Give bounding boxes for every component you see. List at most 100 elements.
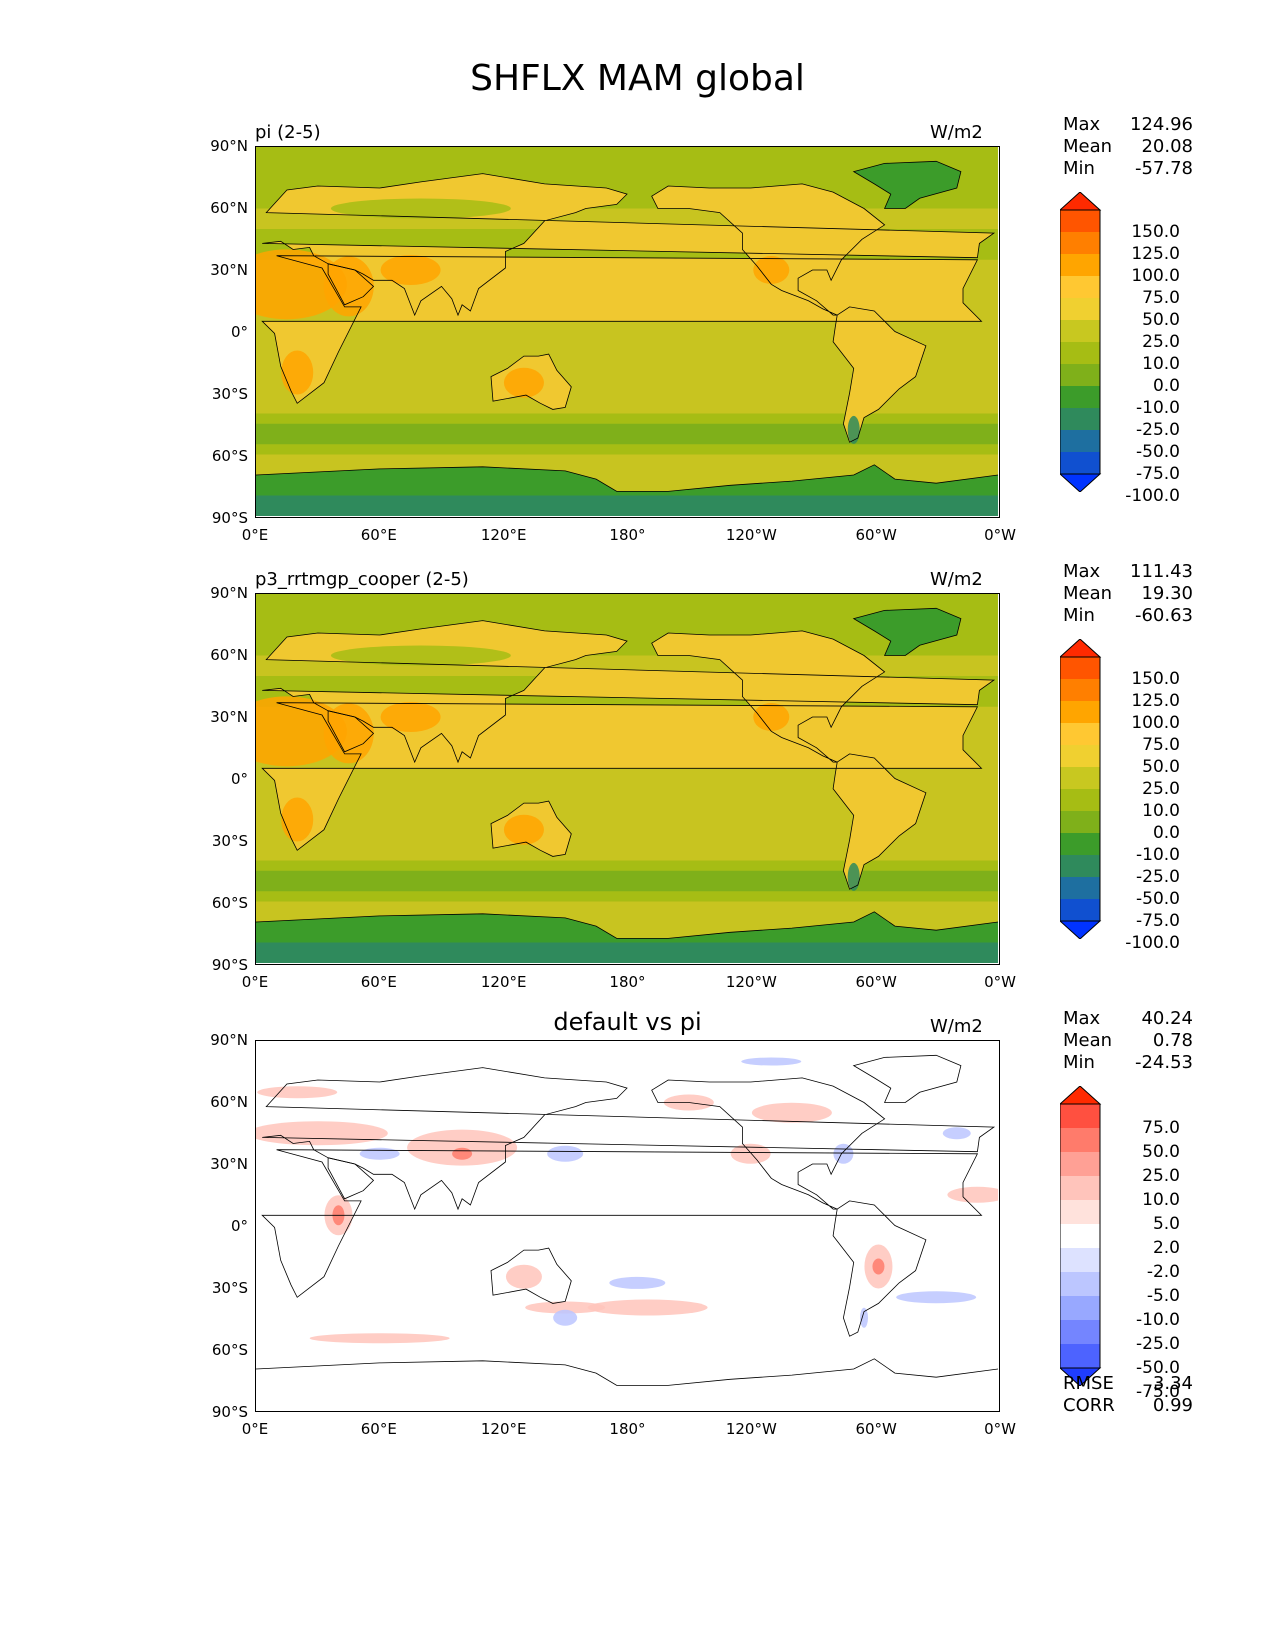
coastline-australia (490, 353, 572, 410)
map-panel-difference: default vs pi W/m2 Max 40.24 Mean 0.78 Min… (0, 1008, 1275, 1486)
lon-tick-label: 60°E (360, 973, 397, 991)
colorbar-tick-label: 10.0 (1142, 801, 1180, 821)
siberia-band (330, 645, 511, 666)
colorbar-segment (1060, 899, 1100, 922)
colorbar-tick-label: 50.0 (1142, 310, 1180, 330)
negative-anomaly-7 (553, 1309, 578, 1326)
lat-tick-label: 60°S (211, 894, 248, 912)
map-svg (256, 1041, 999, 1410)
lat-tick-label: 30°S (211, 1279, 248, 1297)
stats-box: Max 40.24 Mean 0.78 Min -24.53 (1063, 1008, 1193, 1074)
coastline-antarctica (256, 1358, 999, 1386)
colorbar-segment (1060, 679, 1100, 702)
map-plot-area (255, 593, 1000, 965)
stat-min-value: -60.63 (1134, 605, 1193, 626)
colorbar-svg (1060, 639, 1102, 939)
lon-tick-label: 0°E (241, 526, 269, 544)
arabia-hot-spot (323, 703, 374, 764)
colorbar-segment (1060, 767, 1100, 790)
positive-anomaly-2 (751, 1102, 832, 1123)
lat-tick-label: 90°N (210, 1031, 248, 1049)
negative-anomaly-2 (942, 1127, 971, 1140)
colorbar-segment (1060, 1224, 1100, 1249)
lat-tick-label: 0° (230, 1217, 248, 1235)
colorbar-segment (1060, 1200, 1100, 1225)
colorbar-tick-label: -75.0 (1136, 1382, 1180, 1402)
stat-max-label: Max (1063, 561, 1101, 582)
mexico-hot-spot (753, 703, 790, 731)
coastline-samerica (832, 306, 927, 443)
land-namerica (651, 183, 885, 316)
australia-hot-spot (503, 814, 544, 845)
strong-positive-anomaly-2 (452, 1147, 473, 1160)
storm-track-band (256, 870, 998, 892)
lat-tick-label: 90°S (211, 1403, 248, 1421)
colorbar-tick-label: -25.0 (1136, 420, 1180, 440)
lon-tick-label: 120°W (725, 526, 777, 544)
colorbar-tick-label: 0.0 (1152, 823, 1180, 843)
lon-tick-label: 0°W (984, 526, 1016, 544)
lon-tick-label: 0°W (984, 1420, 1016, 1438)
lat-tick-label: 60°N (210, 199, 248, 217)
stat-min-label: Min (1063, 605, 1095, 626)
colorbar-segment (1060, 657, 1100, 680)
stat-mean-value: 0.78 (1152, 1030, 1193, 1051)
colorbar-tick-label: 150.0 (1131, 222, 1180, 242)
colorbar-segment (1060, 1176, 1100, 1201)
lat-tick-label: 60°S (211, 1341, 248, 1359)
stat-mean-value: 20.08 (1141, 136, 1193, 157)
negative-anomaly-3 (609, 1276, 666, 1289)
negative-anomaly-1 (833, 1143, 854, 1164)
lat-tick-label: 90°N (210, 584, 248, 602)
coastline-africa (261, 1149, 983, 1298)
rmse-corr-box: RMSE 3.34 CORR 0.99 (1063, 1373, 1193, 1417)
colorbar-tick-label: -25.0 (1136, 867, 1180, 887)
colorbar-segment (1060, 232, 1100, 255)
greenland-field (853, 161, 961, 209)
colorbar-segment (1060, 364, 1100, 387)
coastline-samerica (832, 1200, 927, 1337)
stat-mean-label: Mean (1063, 583, 1113, 604)
coastline-australia (490, 800, 572, 857)
lon-tick-label: 60°W (855, 1420, 897, 1438)
colorbar-segment (1060, 430, 1100, 453)
siberia-band (330, 198, 511, 219)
colorbar-tick-label: 125.0 (1131, 244, 1180, 264)
positive-anomaly-7 (257, 1086, 338, 1099)
colorbar-tick-label: -100.0 (1125, 486, 1180, 506)
sahara-hot-spot (256, 696, 347, 767)
coastline-samerica (832, 753, 927, 890)
lon-tick-label: 60°W (855, 526, 897, 544)
colorbar-tick-label: 100.0 (1131, 713, 1180, 733)
colorbar-tick-label: 100.0 (1131, 266, 1180, 286)
colorbar-segment (1060, 1344, 1100, 1369)
coastline-australia (490, 1247, 572, 1304)
india-hot-spot (380, 255, 441, 285)
colorbar-tick-label: 10.0 (1142, 1190, 1180, 1210)
colorbar-svg (1060, 192, 1102, 492)
colorbar-segment (1060, 386, 1100, 409)
coastline-india_arabia (327, 710, 375, 753)
colorbar-tick-label: -5.0 (1146, 1286, 1180, 1306)
map-panel-p3-rrtmgp-cooper: p3_rrtmgp_cooper (2-5) W/m2 Max 111.43 Me… (0, 561, 1275, 1039)
colorbar-segment (1060, 210, 1100, 233)
lon-tick-label: 180° (609, 526, 646, 544)
stats-box: Max 111.43 Mean 19.30 Min -60.63 (1063, 561, 1193, 627)
colorbar-segment (1060, 1248, 1100, 1273)
coastline-africa (261, 255, 983, 404)
lon-tick-label: 60°E (360, 1420, 397, 1438)
map-svg (256, 147, 999, 516)
colorbar: 75.0 50.0 25.0 10.0 5.0 2.0 -2.0 -5.0 -10.0 -25.0… (1060, 1086, 1210, 1402)
lat-tick-label: 60°S (211, 447, 248, 465)
figure-title: SHFLX MAM global (470, 58, 805, 99)
stat-max-value: 40.24 (1141, 1008, 1193, 1029)
colorbar-tick-label: 10.0 (1142, 354, 1180, 374)
colorbar-svg (1060, 1086, 1102, 1386)
lon-tick-label: 180° (609, 973, 646, 991)
patagonia-low (847, 862, 860, 891)
stat-min-value: -24.53 (1134, 1052, 1193, 1073)
stat-max-value: 111.43 (1130, 561, 1193, 582)
colorbar-tick-label: 75.0 (1142, 1118, 1180, 1138)
coastline-africa (261, 702, 983, 851)
colorbar-segment (1060, 1272, 1100, 1297)
